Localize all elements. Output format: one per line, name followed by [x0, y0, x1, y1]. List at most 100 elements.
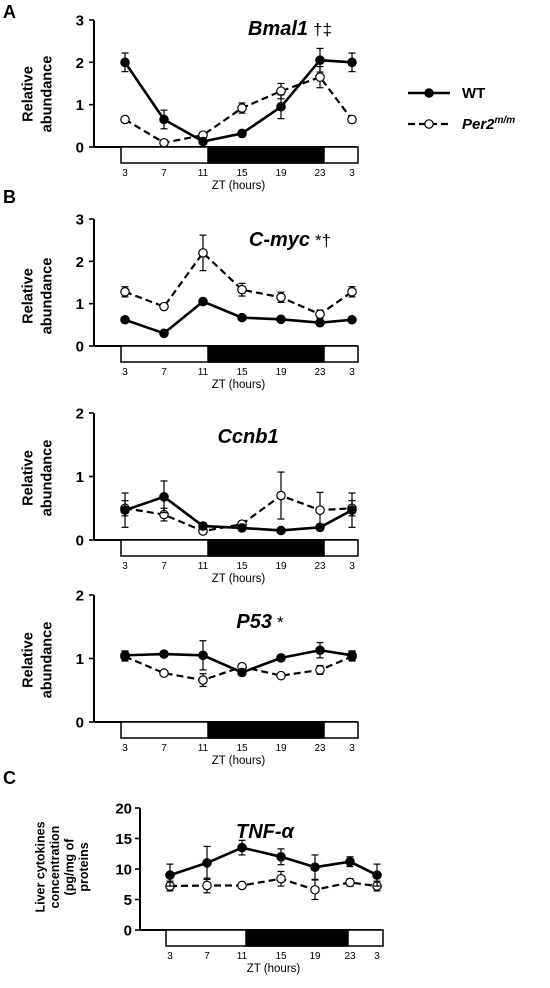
x-tick-label: 19	[275, 561, 287, 572]
chart-panel-5: C TNF-α Liver cytokines concentration (pg/mg…	[3, 768, 384, 975]
panel-letter: B	[3, 187, 16, 207]
x-tick-label: 3	[122, 743, 128, 754]
chart-title-gene: C-myc	[249, 229, 310, 251]
series-per2	[165, 870, 382, 901]
data-point	[315, 522, 325, 533]
data-point	[347, 505, 357, 515]
dark-phase-bar	[207, 721, 325, 739]
x-tick-label: 23	[314, 743, 326, 754]
x-tick-label: 15	[236, 561, 248, 572]
data-point	[120, 314, 130, 325]
data-point	[237, 880, 247, 891]
data-point	[120, 505, 130, 515]
dark-phase-bar	[245, 929, 349, 947]
data-point	[372, 870, 382, 880]
data-point	[165, 870, 175, 880]
chart-title-gene: Bmal1	[248, 18, 308, 40]
y-axis-label-line: Liver cytokines	[33, 821, 47, 912]
y-tick-label: 3	[76, 13, 84, 30]
x-tick-label: 7	[161, 743, 167, 754]
x-tick-label: 3	[167, 951, 173, 962]
data-point	[315, 665, 325, 675]
data-point	[310, 884, 320, 895]
data-point	[198, 136, 208, 147]
y-tick-label: 2	[76, 406, 84, 423]
y-axis-label-line: concentration	[48, 826, 62, 909]
data-point	[315, 505, 325, 515]
data-point	[198, 296, 208, 307]
legend: WT Per2m/m	[408, 85, 515, 133]
chart-title-gene: TNF-α	[236, 821, 296, 843]
dark-phase-bar	[207, 345, 325, 363]
data-point	[237, 523, 247, 533]
x-tick-label: 23	[344, 951, 356, 962]
x-tick-label: 3	[122, 367, 128, 378]
x-tick-label: 7	[204, 951, 210, 962]
x-tick-label: 3	[349, 561, 355, 572]
data-point	[315, 645, 325, 656]
data-point	[237, 312, 247, 323]
data-point	[202, 858, 212, 868]
legend-per2-label: Per2m/m	[462, 115, 515, 133]
y-tick-label: 5	[124, 892, 132, 909]
y-tick-label: 1	[76, 651, 84, 668]
data-point	[276, 525, 286, 536]
chart-title-gene: Ccnb1	[217, 426, 278, 448]
data-point	[159, 328, 169, 339]
data-point	[347, 314, 357, 325]
x-tick-label: 19	[309, 951, 321, 962]
data-point	[276, 490, 286, 501]
data-point	[159, 301, 169, 312]
data-point	[198, 521, 208, 531]
chart-title: Bmal1 †‡	[248, 18, 332, 40]
x-axis-label: ZT (hours)	[212, 180, 266, 192]
chart-title: P53 *	[236, 611, 284, 633]
legend-wt-marker	[424, 88, 434, 98]
x-tick-label: 7	[161, 561, 167, 572]
x-tick-label: 23	[314, 367, 326, 378]
series-wt	[120, 296, 357, 339]
x-tick-label: 11	[237, 951, 248, 962]
x-tick-label: 3	[122, 168, 128, 179]
y-axis-label-line: Relative	[21, 268, 37, 324]
y-tick-label: 10	[115, 862, 132, 879]
y-axis-label-line: abundance	[40, 258, 56, 335]
data-point	[276, 873, 286, 884]
data-point	[276, 101, 286, 112]
y-axis-label-line: (pg/mg of	[62, 838, 76, 896]
data-point	[347, 650, 357, 661]
panel-letter: A	[3, 2, 16, 22]
data-point	[159, 649, 169, 659]
data-point	[276, 653, 286, 663]
series-wt	[120, 640, 357, 678]
data-point	[198, 248, 208, 258]
dark-phase-bar	[207, 539, 325, 557]
x-tick-label: 23	[314, 561, 326, 572]
y-tick-label: 0	[76, 533, 84, 550]
data-point	[120, 114, 130, 125]
chart-title: Ccnb1	[217, 426, 278, 448]
y-tick-label: 0	[76, 339, 84, 356]
data-point	[315, 72, 325, 82]
x-tick-label: 23	[314, 168, 326, 179]
x-axis-label: ZT (hours)	[212, 379, 266, 391]
x-tick-label: 11	[198, 561, 209, 572]
y-tick-label: 1	[76, 296, 84, 313]
data-point	[237, 667, 247, 678]
x-tick-label: 11	[198, 743, 209, 754]
data-point	[237, 284, 247, 295]
panel-letter: C	[3, 768, 16, 788]
data-point	[120, 650, 130, 661]
y-axis-label-line: abundance	[40, 440, 56, 517]
data-point	[120, 287, 130, 297]
data-point	[347, 287, 357, 297]
data-point	[159, 668, 169, 678]
data-point	[347, 57, 357, 68]
series-wt	[165, 839, 382, 887]
x-tick-label: 3	[122, 561, 128, 572]
